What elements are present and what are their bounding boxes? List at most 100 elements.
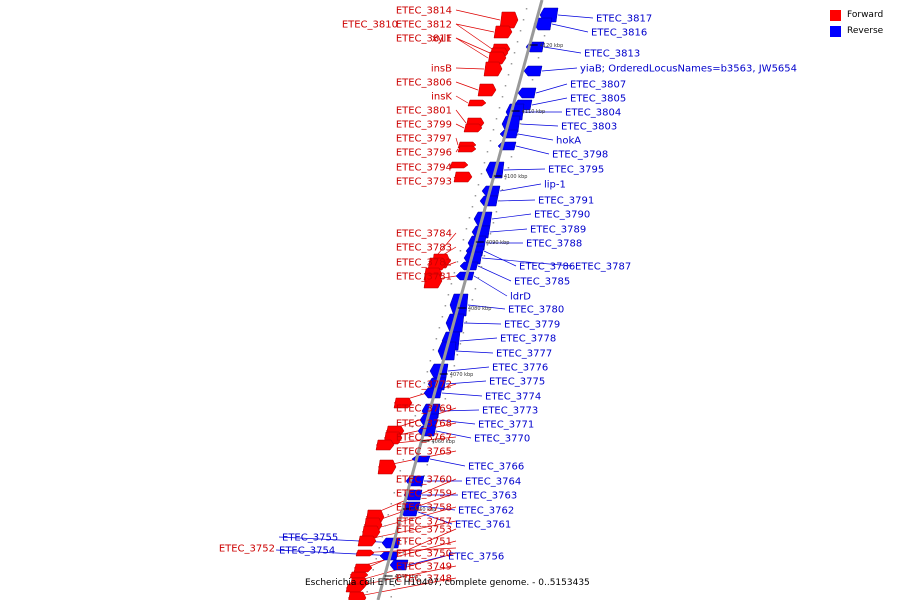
axis-dot [465,321,468,323]
forward-leader-line [455,109,467,124]
reverse-gene-label: ETEC_3764 [465,477,521,488]
forward-gene-label: ETEC_3782 [396,258,452,269]
reverse-leader-line [275,549,399,557]
axis-dot [504,178,507,180]
forward-leader-line [347,577,457,599]
axis-dot [390,596,392,598]
reverse-gene-label: ETEC_3770 [474,434,530,445]
axis-dot [543,35,546,37]
reverse-gene-label: yiaB; OrderedLocusNames=b3563, JW5654 [580,64,797,75]
reverse-leader-line [473,275,508,297]
forward-leader-line [353,540,457,569]
axis-dot [396,574,398,576]
axis-dot [456,354,459,356]
forward-gene-label: ETEC_3796 [396,148,452,159]
axis-dot [369,580,371,582]
reverse-leader-line [407,555,446,566]
reverse-gene-label: ETEC_3813 [584,49,640,60]
forward-gene-label: ETEC_3765 [396,447,452,458]
forward-leader-line [455,95,469,104]
reverse-leader-line [483,250,517,267]
axis-dot [405,448,408,450]
tick-label: 4080 kbp [468,306,492,312]
forward-leader-line [455,9,501,21]
axis-dot [531,79,534,81]
axis-dot [411,519,414,521]
axis-dot [516,134,519,136]
forward-gene-label: ETEC_3806 [396,78,452,89]
axis-dot [408,437,411,439]
forward-gene-label: ETEC_3772 [396,380,452,391]
reverse-gene-label: ETEC_3778 [500,334,556,345]
axis-dot [444,305,447,307]
forward-gene-label: ETEC_3811 [396,34,452,45]
reverse-leader-line [519,123,559,127]
axis-dot [474,195,477,197]
reverse-leader-line [445,380,487,385]
reverse-gene-label: ETEC_3795 [548,165,604,176]
forward-gene-block [423,273,443,289]
axis-dot [429,453,432,455]
forward-gene-label: ETEC_3801 [396,106,452,117]
reverse-gene-label: ETEC_3789 [530,225,586,236]
forward-gene-label: ETEC_3759 [396,489,452,500]
axis-dot [384,525,387,527]
axis-dot [426,371,429,373]
axis-dot [435,431,438,433]
reverse-leader-line [497,199,536,202]
axis-dot [492,129,495,131]
axis-dot [438,420,441,422]
axis-dot [498,200,501,202]
forward-leader-line [455,148,459,153]
axis-dot [537,57,540,59]
axis-dot [462,332,465,334]
reverse-leader-line [499,183,542,192]
axis-dot [483,162,486,164]
axis-dot [393,585,395,587]
reverse-gene-label: ETEC_3755 [282,533,338,544]
forward-gene-label: ETEC_3810 [342,20,398,31]
reverse-leader-line [531,97,568,106]
reverse-gene-block [423,387,443,399]
forward-gene-block [375,439,395,451]
forward-gene-label: ETEC_3753 [396,525,452,536]
reverse-gene-label: ETEC_3798 [552,150,608,161]
forward-leader-line [455,37,491,54]
reverse-gene-block [419,413,439,427]
forward-leader-line [455,23,495,33]
forward-gene-block [348,591,367,600]
reverse-leader-line [467,304,506,310]
forward-gene-label: ETEC_3760 [396,475,452,486]
reverse-gene-label: ETEC_3790 [534,210,590,221]
legend-forward: Forward [830,8,900,22]
forward-gene-block [449,161,469,169]
axis-dot [411,426,414,428]
axis-dot [522,112,525,114]
forward-gene-label: ETEC_3749 [396,562,452,573]
reverse-leader-line [429,458,466,467]
forward-leader-line [455,23,493,50]
reverse-leader-line [477,265,512,282]
reverse-gene-label: ETEC_3805 [570,94,626,105]
reverse-leader-line [541,67,578,72]
reverse-gene-label: ETEC_3756 [448,552,504,563]
axis-dot [504,85,507,87]
axis-dot [432,442,435,444]
axis-dot [495,211,498,213]
axis-dot [525,8,528,10]
axis-dot [387,514,390,516]
forward-gene-label: ETEC_3767 [396,433,452,444]
axis-dot [468,217,471,219]
forward-gene-label: ETEC_3793 [396,177,452,188]
forward-gene-label: xylF [432,34,453,45]
reverse-gene-label: ETEC_3761 [455,520,511,531]
axis-dot [438,327,441,329]
reverse-gene-label: ETEC_3774 [485,392,541,403]
legend-reverse: Reverse [830,24,900,38]
forward-gene-block [483,61,503,77]
tick-label: 4040 kbp [395,574,419,580]
reverse-gene-label: ETEC_3775 [489,377,545,388]
forward-gene-block [353,563,373,573]
